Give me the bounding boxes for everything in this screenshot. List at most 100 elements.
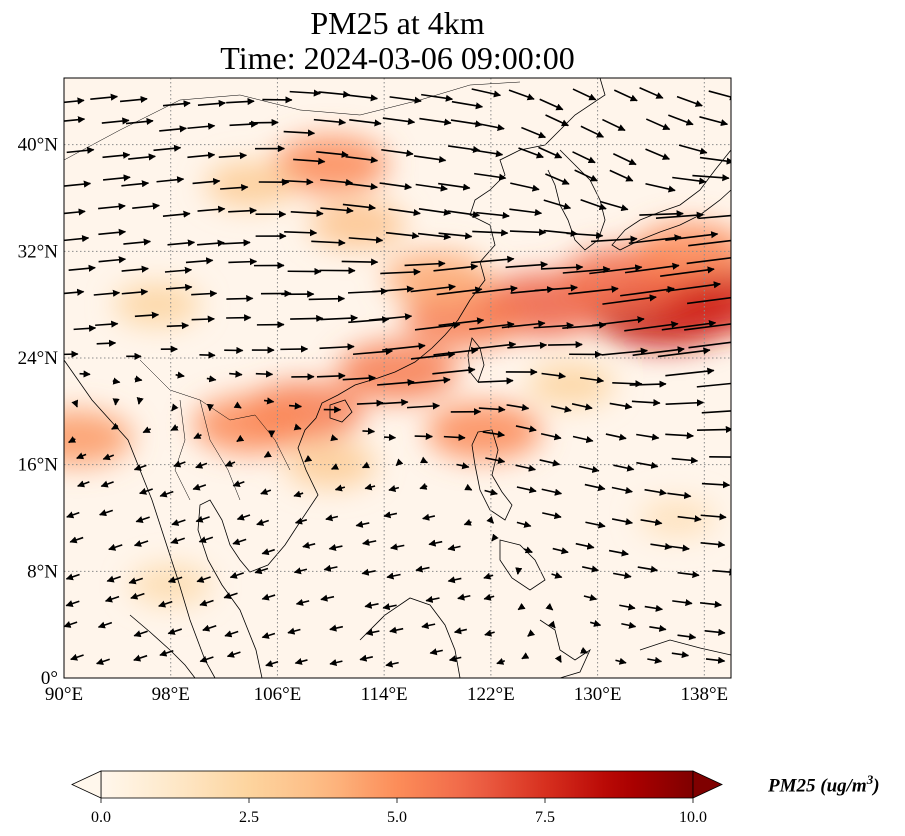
coastline-new-guinea — [639, 639, 731, 656]
wind-arrow — [192, 483, 207, 491]
wind-arrow — [348, 236, 384, 244]
wind-arrow — [222, 239, 251, 247]
wind-arrow — [134, 375, 143, 383]
wind-arrow — [133, 540, 149, 547]
wind-arrow — [698, 214, 731, 220]
x-tick-label: 122°E — [467, 684, 515, 705]
wind-arrow — [568, 285, 619, 295]
wind-arrow — [323, 564, 338, 572]
wind-arrow — [613, 464, 635, 472]
wind-arrow — [667, 491, 692, 500]
pm25-hotspot — [633, 222, 731, 281]
wind-arrow — [65, 573, 80, 581]
wind-arrow — [548, 340, 583, 349]
wind-arrow — [132, 202, 160, 210]
x-tick-label: 114°E — [361, 684, 408, 705]
wind-arrow — [429, 648, 443, 656]
coastline-sumatra — [129, 614, 196, 678]
wind-arrow — [395, 458, 404, 467]
wind-arrow — [419, 117, 452, 126]
wind-arrow — [483, 572, 494, 580]
wind-arrow — [199, 599, 214, 607]
wind-arrow — [482, 430, 505, 438]
wind-arrow — [697, 425, 731, 434]
wind-arrow — [543, 199, 572, 210]
wind-arrow — [539, 459, 561, 467]
wind-arrow — [583, 594, 598, 602]
wind-arrow — [236, 434, 245, 443]
wind-arrow — [187, 122, 216, 130]
wind-arrow — [700, 513, 727, 521]
wind-arrow — [509, 228, 547, 236]
wind-arrow — [611, 486, 633, 494]
wind-arrow — [688, 239, 731, 247]
wind-arrow — [196, 575, 211, 583]
colorbar-units-close: ) — [873, 775, 880, 797]
wind-arrow — [68, 436, 77, 444]
wind-arrow — [226, 650, 241, 658]
wind-arrow — [506, 403, 530, 411]
wind-arrow — [364, 483, 376, 491]
wind-arrow — [98, 228, 127, 236]
wind-arrow — [64, 235, 90, 243]
wind-arrow — [508, 89, 535, 101]
wind-arrow — [99, 509, 114, 517]
wind-arrow — [701, 410, 731, 414]
wind-arrow — [629, 380, 667, 388]
y-tick-label: 16°N — [18, 455, 59, 476]
wind-arrow — [136, 396, 144, 405]
wind-arrow — [464, 483, 473, 491]
wind-arrow — [688, 341, 731, 349]
wind-arrow — [102, 174, 131, 182]
wind-arrow — [70, 653, 84, 661]
wind-arrow — [579, 646, 589, 654]
wind-arrow — [409, 376, 451, 385]
colorbar-tick-label: 7.5 — [535, 809, 555, 826]
wind-arrow — [308, 295, 346, 303]
wind-arrow — [609, 169, 634, 182]
wind-arrow — [415, 183, 448, 192]
wind-arrow — [484, 488, 498, 496]
wind-arrow — [256, 519, 270, 526]
wind-arrow — [224, 630, 239, 638]
wind-arrow — [304, 454, 313, 463]
wind-arrow — [521, 652, 530, 660]
wind-arrow — [388, 208, 421, 217]
wind-arrow — [624, 321, 679, 332]
wind-arrow — [571, 403, 593, 411]
wind-arrow — [329, 659, 343, 667]
wind-arrow — [521, 126, 547, 139]
wind-vectors — [64, 87, 731, 668]
wind-arrow — [712, 568, 731, 576]
wind-arrow — [518, 147, 544, 159]
wind-arrow — [228, 207, 257, 215]
wind-arrow — [413, 155, 447, 164]
wind-arrow — [601, 347, 648, 356]
wind-arrow — [448, 655, 462, 663]
wind-arrow — [428, 539, 443, 547]
wind-arrow — [665, 367, 715, 377]
wind-arrow — [540, 263, 584, 271]
coastline-japan — [611, 149, 731, 251]
wind-arrow — [66, 146, 95, 154]
pm25-hotspot — [639, 498, 717, 538]
wind-arrow — [311, 239, 346, 247]
wind-arrow — [261, 632, 276, 639]
wind-arrow — [684, 320, 731, 331]
wind-arrow — [574, 169, 598, 182]
wind-arrow — [554, 654, 562, 663]
x-tick-label: 90°E — [45, 684, 83, 705]
wind-arrow — [478, 405, 506, 413]
wind-arrow — [421, 93, 454, 102]
pm25-hotspot — [205, 161, 297, 208]
wind-arrow — [377, 378, 415, 387]
wind-arrow — [385, 660, 399, 668]
wind-arrow — [229, 370, 243, 378]
wind-arrow — [410, 283, 456, 293]
wind-arrow — [69, 536, 84, 544]
pm25-hotspot — [129, 564, 212, 606]
wind-arrow — [365, 628, 380, 636]
wind-arrow — [589, 619, 602, 627]
wind-arrow — [491, 533, 499, 542]
wind-arrow — [64, 208, 86, 216]
